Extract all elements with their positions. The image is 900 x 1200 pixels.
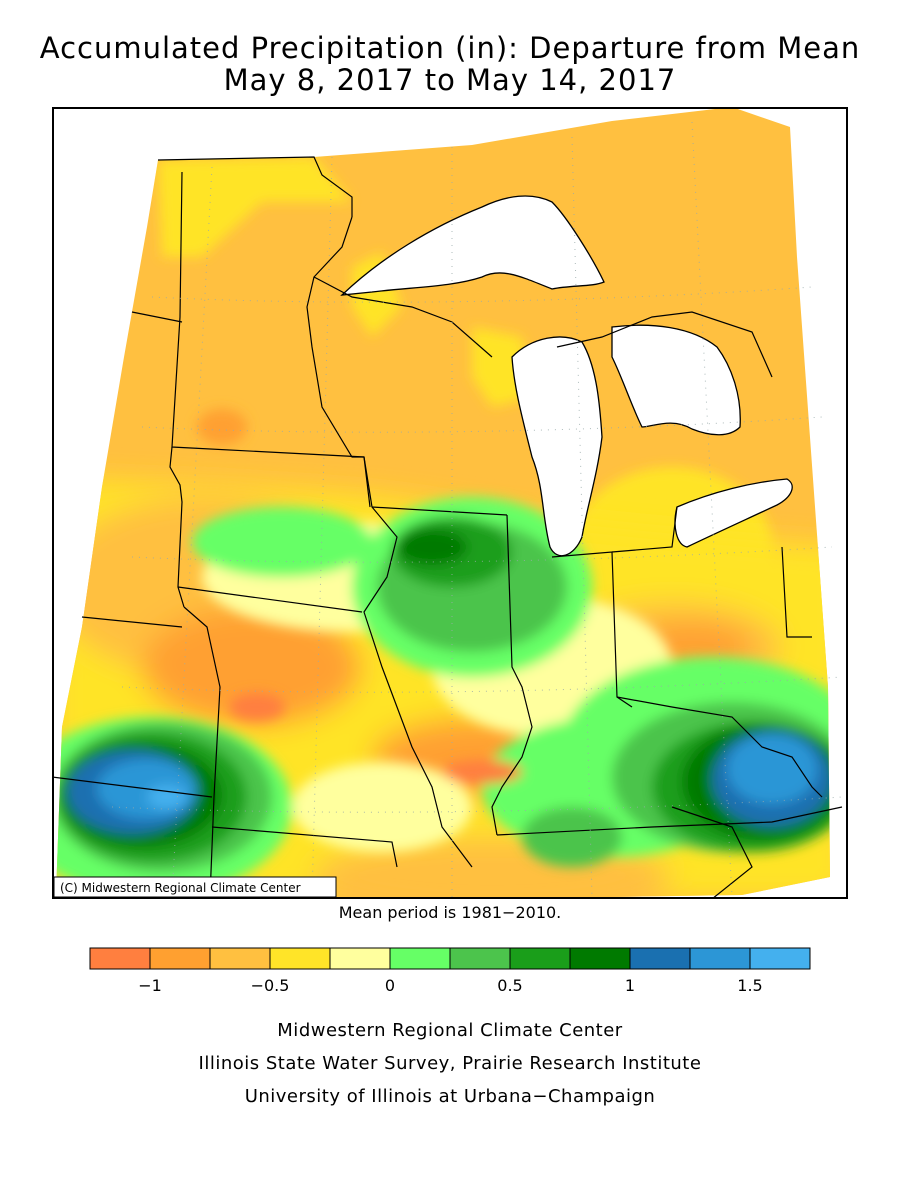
legend-bin [449, 947, 511, 970]
map-frame [52, 107, 848, 899]
credit-line-3: University of Illinois at Urbana−Champai… [244, 1086, 656, 1107]
legend-bin [749, 947, 811, 970]
legend-bin [389, 947, 451, 970]
legend-bin [269, 947, 331, 970]
color-legend: −1 −0.5 0 0.5 1 1.5 [89, 947, 811, 995]
copyright-box [53, 876, 337, 898]
legend-bin [149, 947, 211, 970]
lat-lon-grid [111, 121, 843, 898]
legend-tick-label: −1 [138, 976, 162, 995]
legend-bin [569, 947, 631, 970]
copyright-text: (C) Midwestern Regional Climate Center [60, 881, 301, 895]
legend-tick-label: 0 [385, 976, 395, 995]
legend-tick-label: −0.5 [251, 976, 290, 995]
map-title: Accumulated Precipitation (in): Departur… [39, 31, 861, 65]
state-borders [52, 156, 843, 899]
legend-bin [689, 947, 751, 970]
precipitation-departure-map: (C) Midwestern Regional Climate Center [52, 107, 848, 899]
legend-bin [89, 947, 151, 970]
mean-period-note: Mean period is 1981−2010. [338, 903, 562, 922]
legend-tick-label: 1.5 [737, 976, 762, 995]
map-date-range: May 8, 2017 to May 14, 2017 [223, 63, 677, 97]
legend-bin [209, 947, 271, 970]
legend-ticks: −1 −0.5 0 0.5 1 1.5 [138, 976, 763, 995]
credit-line-1: Midwestern Regional Climate Center [277, 1020, 623, 1041]
legend-bin [629, 947, 691, 970]
lake-superior [340, 195, 605, 296]
legend-tick-label: 1 [625, 976, 635, 995]
legend-tick-label: 0.5 [497, 976, 522, 995]
great-lakes [340, 195, 793, 557]
legend-bins [89, 947, 811, 970]
legend-bin [329, 947, 391, 970]
credit-line-2: Illinois State Water Survey, Prairie Res… [198, 1053, 702, 1074]
lake-huron [611, 324, 741, 436]
legend-bin [509, 947, 571, 970]
lake-erie [674, 478, 793, 548]
